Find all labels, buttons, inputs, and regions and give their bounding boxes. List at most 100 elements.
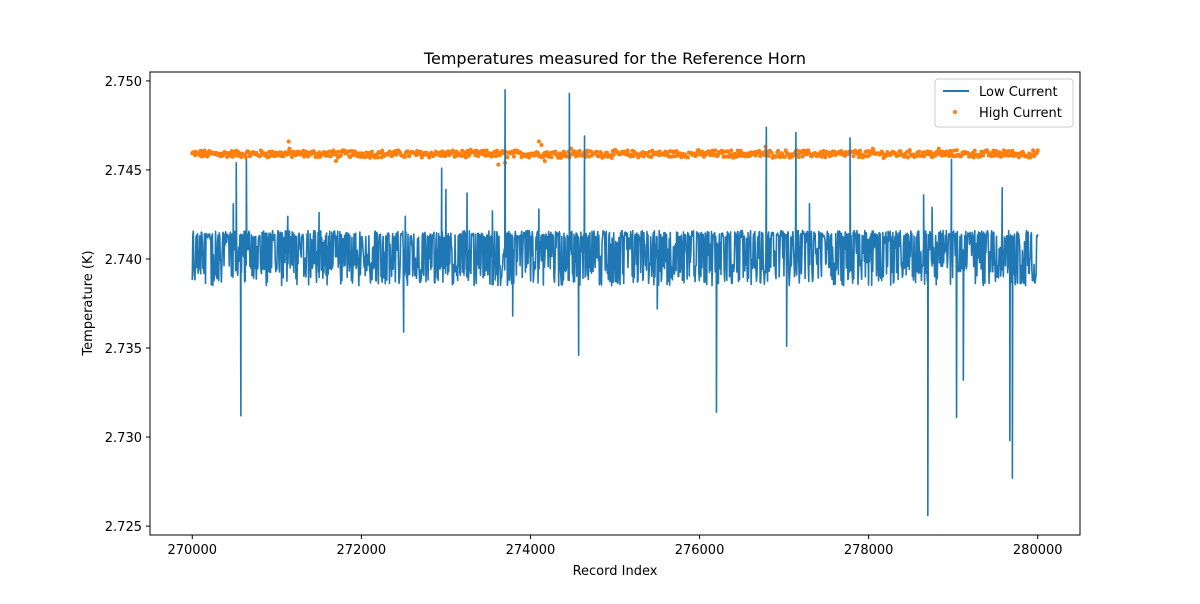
- y-axis-ticks: 2.725 2.730 2.735 2.740 2.745 2.750: [105, 75, 150, 535]
- high-current-point: [800, 154, 805, 159]
- high-current-point: [722, 149, 727, 154]
- x-tick-label: 280000: [1013, 543, 1063, 558]
- high-current-point: [577, 149, 582, 154]
- high-current-point: [380, 148, 385, 153]
- y-tick-label: 2.725: [105, 520, 142, 535]
- x-tick-label: 272000: [337, 543, 387, 558]
- high-current-point: [1006, 149, 1011, 154]
- high-current-point: [556, 155, 561, 160]
- x-tick-label: 274000: [506, 543, 556, 558]
- series-low-current: [191, 89, 1039, 517]
- high-current-point: [981, 153, 986, 158]
- high-current-point: [427, 155, 432, 160]
- high-current-point: [685, 155, 690, 160]
- high-current-point: [776, 148, 781, 153]
- high-current-point: [870, 146, 875, 151]
- high-current-point: [713, 148, 718, 153]
- high-current-point: [729, 148, 734, 153]
- legend-high-current-label: High Current: [979, 106, 1062, 121]
- high-current-point: [972, 148, 977, 153]
- high-current-point: [286, 139, 291, 144]
- high-current-point: [1001, 148, 1006, 153]
- high-current-point: [851, 154, 856, 159]
- legend: Low Current High Current: [934, 78, 1074, 128]
- high-current-point: [336, 149, 341, 154]
- high-current-point: [599, 151, 604, 156]
- high-current-point: [289, 155, 294, 160]
- high-current-point: [625, 148, 630, 153]
- high-current-point: [287, 146, 292, 151]
- y-tick-label: 2.740: [105, 253, 142, 268]
- legend-box: [934, 78, 1074, 128]
- high-current-point: [782, 154, 787, 159]
- high-current-point: [611, 152, 616, 157]
- high-current-point: [594, 149, 599, 154]
- high-current-point: [796, 155, 801, 160]
- y-axis-label: Temperature (K): [81, 250, 96, 356]
- high-current-point: [536, 139, 541, 144]
- y-tick-label: 2.745: [105, 164, 142, 179]
- high-current-point: [905, 155, 910, 160]
- high-current-point: [857, 148, 862, 153]
- high-current-point: [936, 146, 941, 151]
- x-axis-label: Record Index: [573, 564, 658, 579]
- axes-frame: [149, 71, 1081, 536]
- high-current-point: [394, 152, 399, 157]
- high-current-point: [418, 149, 423, 154]
- high-current-point: [481, 148, 486, 153]
- high-current-point: [257, 154, 262, 159]
- high-current-point: [609, 155, 614, 160]
- high-current-point: [230, 154, 235, 159]
- high-current-point: [917, 149, 922, 154]
- high-current-point: [496, 162, 501, 167]
- high-current-point: [539, 143, 544, 148]
- high-current-point: [511, 154, 516, 159]
- high-current-point: [338, 153, 343, 158]
- high-current-point: [880, 150, 885, 155]
- high-current-point: [407, 154, 412, 158]
- high-current-point: [476, 154, 481, 159]
- plot-area: [190, 89, 1040, 517]
- high-current-point: [928, 149, 933, 154]
- x-tick-label: 278000: [844, 543, 894, 558]
- high-current-point: [670, 154, 675, 159]
- y-tick-label: 2.735: [105, 342, 142, 357]
- high-current-point: [350, 153, 355, 158]
- high-current-point: [505, 155, 510, 160]
- high-current-point: [387, 149, 392, 154]
- high-current-point: [829, 152, 834, 157]
- legend-high-current-swatch: [953, 110, 957, 114]
- high-current-point: [375, 155, 380, 160]
- legend-low-current-label: Low Current: [979, 85, 1058, 100]
- high-current-point: [369, 149, 374, 154]
- y-tick-label: 2.730: [105, 431, 142, 446]
- high-current-point: [650, 148, 655, 153]
- high-current-point: [542, 159, 547, 164]
- high-current-point: [694, 152, 699, 157]
- high-current-point: [766, 153, 771, 158]
- high-current-point: [907, 148, 912, 153]
- high-current-point: [823, 155, 828, 160]
- high-current-point: [402, 154, 407, 159]
- high-current-point: [553, 149, 558, 154]
- x-axis-ticks: 270000 272000 274000 276000 278000 280000: [167, 535, 1063, 558]
- high-current-point: [662, 152, 667, 157]
- x-tick-label: 270000: [167, 543, 217, 558]
- high-current-point: [1027, 155, 1032, 160]
- series-high-current: [190, 139, 1040, 167]
- high-current-point: [954, 148, 959, 153]
- chart-title: Temperatures measured for the Reference …: [423, 49, 806, 68]
- high-current-point: [769, 150, 774, 155]
- high-current-point: [246, 150, 251, 155]
- high-current-point: [774, 154, 779, 159]
- high-current-point: [334, 159, 338, 164]
- high-current-point: [1035, 148, 1040, 153]
- high-current-point: [526, 155, 531, 160]
- x-tick-label: 276000: [675, 543, 725, 558]
- high-current-point: [549, 155, 554, 160]
- high-current-point: [706, 149, 711, 154]
- high-current-point: [243, 155, 248, 160]
- high-current-point: [735, 148, 740, 153]
